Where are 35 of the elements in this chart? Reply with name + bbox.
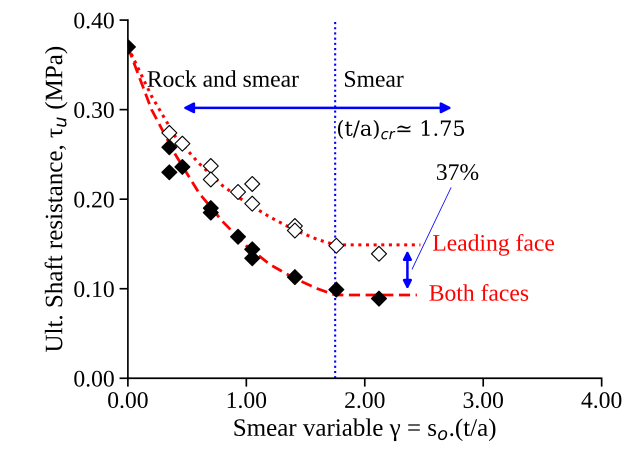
point (202, 171, 219, 188)
point (328, 282, 344, 298)
point (370, 290, 388, 307)
x-axis-title: Smear variable γ = s$_{o}$.(t/a) (234, 418, 496, 442)
annotation: (t/a)$_{cr}$≃ 1.75 (338, 120, 464, 140)
annotation: 37% (436, 164, 478, 180)
point (161, 124, 178, 141)
y-axis-title: Ult. Shaft resistance, τ$_{u}$ (MPa) (44, 46, 68, 352)
point (286, 222, 303, 239)
y-tick-label: 0.00 (74, 370, 114, 387)
point (161, 139, 178, 156)
point (230, 228, 246, 245)
annotation: Rock and smear (148, 70, 299, 87)
y-tick-label: 0.40 (74, 12, 114, 29)
x-tick-label: 4.00 (581, 392, 622, 408)
point (328, 238, 344, 254)
point (230, 184, 246, 200)
x-tick-label: 3.00 (464, 392, 503, 408)
y-tick-label: 0.10 (74, 281, 114, 298)
point (161, 164, 178, 180)
annotation: Smear (345, 71, 404, 87)
point (174, 158, 190, 175)
point (202, 158, 219, 174)
point (174, 136, 190, 152)
point (370, 246, 388, 262)
series-label: Leading face (432, 234, 554, 256)
x-tick-label: 1.00 (228, 392, 266, 408)
y-tick-label: 0.20 (74, 192, 114, 208)
point (244, 196, 260, 212)
x-tick-label: 2.00 (345, 392, 385, 408)
y-tick-label: 0.30 (74, 102, 114, 118)
point (244, 176, 260, 192)
x-tick-label: 0.00 (108, 392, 148, 408)
point (286, 269, 303, 286)
series-label: Both faces (429, 284, 528, 301)
